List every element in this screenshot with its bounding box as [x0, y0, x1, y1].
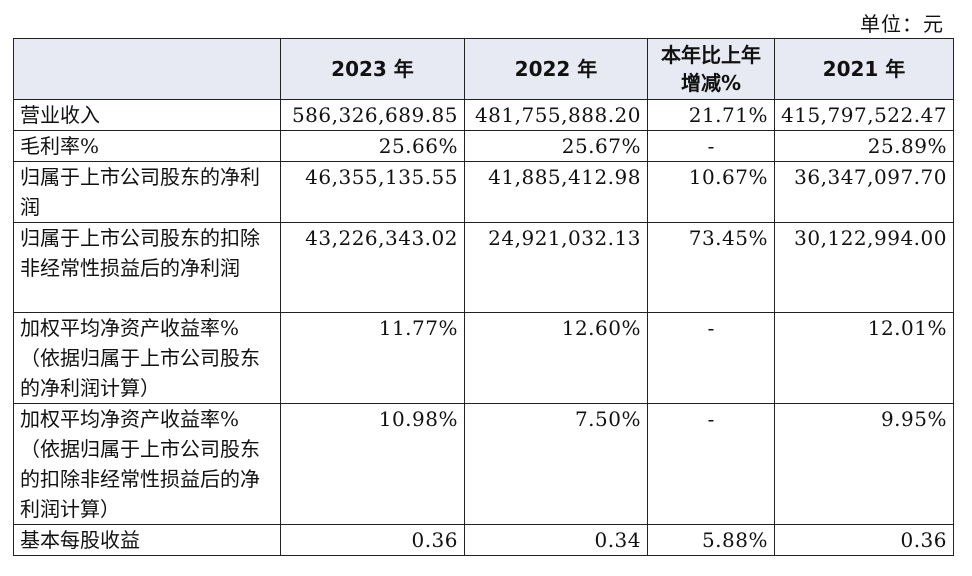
cell-change: 5.88%	[647, 524, 775, 556]
row-label: 归属于上市公司股东的扣除非经常性损益后的净利润	[13, 222, 281, 313]
cell-change: -	[647, 130, 775, 162]
unit-label: 单位：元	[860, 12, 944, 36]
header-2023: 2023 年	[280, 38, 465, 100]
cell-2021: 12.01%	[774, 312, 954, 404]
header-item	[13, 38, 281, 100]
cell-2021: 415,797,522.47	[774, 99, 954, 131]
cell-2023: 0.36	[280, 524, 465, 556]
table-row: 归属于上市公司股东的扣除非经常性损益后的净利润 43,226,343.02 24…	[13, 222, 954, 313]
row-label: 加权平均净资产收益率%（依据归属于上市公司股东的扣除非经常性损益后的净利润计算）	[13, 403, 281, 525]
table-row: 加权平均净资产收益率%（依据归属于上市公司股东的扣除非经常性损益后的净利润计算）…	[13, 403, 954, 525]
cell-2021: 25.89%	[774, 130, 954, 162]
header-2022: 2022 年	[464, 38, 648, 100]
header-2021: 2021 年	[774, 38, 954, 100]
cell-2022: 12.60%	[464, 312, 648, 404]
financial-summary-table: 2023 年 2022 年 本年比上年增减% 2021 年 营业收入 586,3…	[13, 38, 954, 556]
cell-2022: 481,755,888.20	[464, 99, 648, 131]
row-label: 归属于上市公司股东的净利润	[13, 161, 281, 223]
cell-2022: 7.50%	[464, 403, 648, 525]
cell-2022: 24,921,032.13	[464, 222, 648, 313]
row-label: 基本每股收益	[13, 524, 281, 556]
cell-2021: 30,122,994.00	[774, 222, 954, 313]
table-row: 归属于上市公司股东的净利润 46,355,135.55 41,885,412.9…	[13, 161, 954, 223]
table-row: 毛利率% 25.66% 25.67% - 25.89%	[13, 130, 954, 162]
cell-change: 10.67%	[647, 161, 775, 223]
table-row: 营业收入 586,326,689.85 481,755,888.20 21.71…	[13, 99, 954, 131]
table-header-row: 2023 年 2022 年 本年比上年增减% 2021 年	[13, 38, 954, 100]
header-change: 本年比上年增减%	[647, 38, 775, 100]
cell-2023: 11.77%	[280, 312, 465, 404]
cell-2021: 0.36	[774, 524, 954, 556]
cell-2023: 46,355,135.55	[280, 161, 465, 223]
table-row: 加权平均净资产收益率%（依据归属于上市公司股东的净利润计算） 11.77% 12…	[13, 312, 954, 404]
cell-2021: 36,347,097.70	[774, 161, 954, 223]
cell-change: 73.45%	[647, 222, 775, 313]
cell-2023: 10.98%	[280, 403, 465, 525]
cell-change: -	[647, 403, 775, 525]
cell-2022: 0.34	[464, 524, 648, 556]
cell-change: 21.71%	[647, 99, 775, 131]
table-row: 基本每股收益 0.36 0.34 5.88% 0.36	[13, 524, 954, 556]
row-label: 营业收入	[13, 99, 281, 131]
cell-2021: 9.95%	[774, 403, 954, 525]
cell-2023: 586,326,689.85	[280, 99, 465, 131]
cell-change: -	[647, 312, 775, 404]
row-label: 加权平均净资产收益率%（依据归属于上市公司股东的净利润计算）	[13, 312, 281, 404]
row-label: 毛利率%	[13, 130, 281, 162]
cell-2023: 43,226,343.02	[280, 222, 465, 313]
cell-2023: 25.66%	[280, 130, 465, 162]
cell-2022: 41,885,412.98	[464, 161, 648, 223]
cell-2022: 25.67%	[464, 130, 648, 162]
